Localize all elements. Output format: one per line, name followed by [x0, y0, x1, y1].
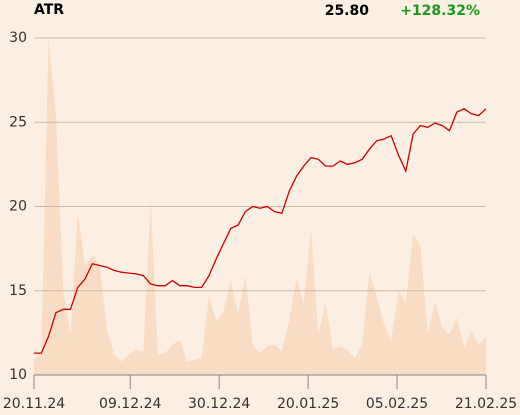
- x-tick-label: 09.12.24: [99, 396, 161, 412]
- x-tick-label: 20.11.24: [3, 396, 65, 412]
- x-tick-label: 05.02.25: [366, 396, 428, 412]
- y-tick-label: 30: [9, 30, 27, 46]
- chart-title: ATR: [34, 2, 64, 18]
- y-tick-label: 25: [9, 114, 27, 130]
- y-tick-label: 10: [9, 367, 27, 383]
- y-tick-label: 15: [9, 283, 27, 299]
- x-tick-label: 21.02.25: [455, 396, 517, 412]
- x-tick-label: 20.01.25: [277, 396, 339, 412]
- y-tick-label: 20: [9, 199, 27, 215]
- x-tick-label: 30.12.24: [188, 396, 250, 412]
- price-line: [34, 108, 487, 354]
- last-value: 25.80: [325, 3, 370, 19]
- change: +128.32%: [400, 3, 480, 19]
